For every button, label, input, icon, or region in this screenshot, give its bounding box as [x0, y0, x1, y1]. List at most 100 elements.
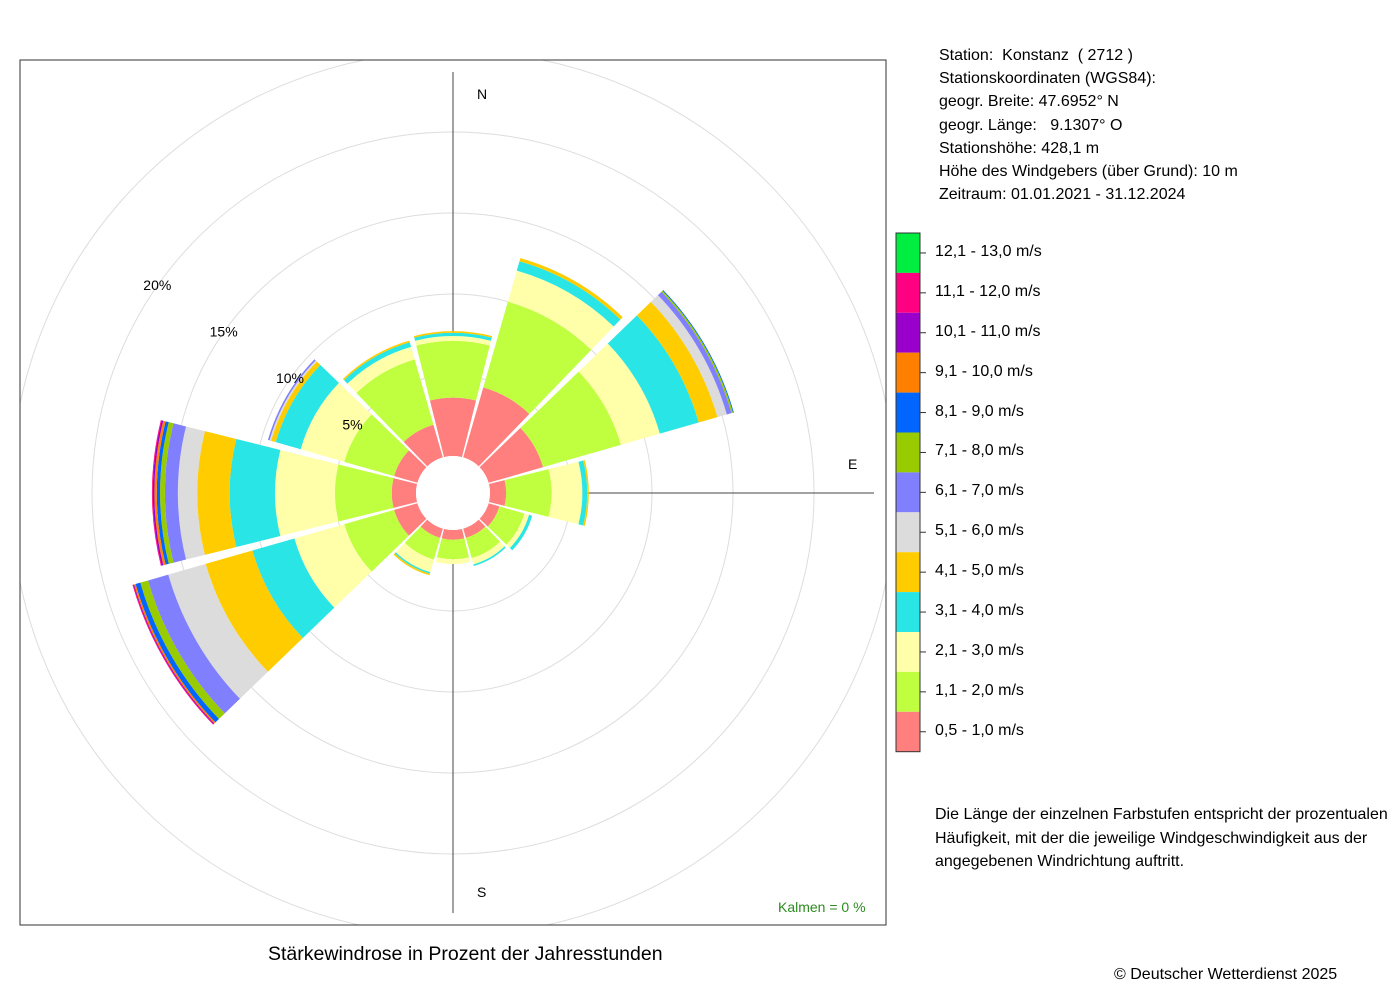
- legend-label-10: 9,1 - 10,0 m/s: [935, 362, 1033, 380]
- legend-label-7: 6,1 - 7,0 m/s: [935, 482, 1024, 500]
- time-period: Zeitraum: 01.01.2021 - 31.12.2024: [939, 186, 1186, 204]
- segment-90-class-4: [578, 460, 588, 526]
- segment-270-class-4: [229, 438, 281, 548]
- segment-240-class-1: [394, 503, 427, 536]
- segment-270-class-3: [275, 449, 339, 537]
- segment-270-class-10: [154, 420, 166, 566]
- sector-90: [488, 460, 589, 526]
- calm-label: Kalmen = 0 %: [778, 899, 866, 915]
- legend-swatch-3: [896, 632, 920, 672]
- segment-60-class-2: [520, 371, 621, 468]
- segment-150-class-1: [463, 519, 486, 538]
- legend-label-3: 2,1 - 3,0 m/s: [935, 641, 1024, 659]
- segment-270-class-2: [334, 464, 394, 522]
- segment-60-class-1: [479, 427, 544, 483]
- segment-210-class-1: [420, 519, 443, 538]
- segment-270-class-5: [197, 431, 237, 555]
- sector-210: [393, 519, 443, 576]
- segment-120-class-3: [506, 513, 530, 548]
- segment-60-class-6: [650, 295, 727, 418]
- segment-60-class-3: [578, 343, 660, 445]
- segment-240-class-2: [344, 509, 409, 572]
- segment-330-class-3: [347, 346, 415, 393]
- ring-labels: 5% 10% 15% 20%: [143, 277, 362, 432]
- segment-30-class-5: [519, 258, 623, 320]
- station-latitude: geogr. Breite: 47.6952° N: [939, 93, 1119, 111]
- segment-0-class-3: [415, 336, 491, 346]
- legend-label-6: 5,1 - 6,0 m/s: [935, 522, 1024, 540]
- segment-0-class-2: [416, 340, 490, 401]
- segment-240-class-9: [135, 582, 219, 723]
- segment-210-class-3: [395, 542, 434, 573]
- station-info: Station: Konstanz ( 2712 ) Stationskoord…: [939, 44, 1238, 206]
- ring-label-1: 5%: [342, 416, 362, 432]
- wind-rose-chart: 5% 10% 15% 20% N E S: [19, 59, 887, 926]
- legend-label-12: 11,1 - 12,0 m/s: [935, 282, 1041, 300]
- sector-60: [479, 290, 734, 483]
- legend-color-bar: [895, 232, 926, 753]
- legend-swatch-2: [896, 671, 920, 712]
- compass-n: N: [477, 86, 487, 102]
- station-name: Station: Konstanz ( 2712 ): [939, 47, 1133, 64]
- sector-30: [463, 258, 623, 467]
- segment-300-class-3: [300, 382, 372, 462]
- segment-120-class-2: [487, 506, 525, 545]
- legend-swatch-4: [896, 592, 920, 632]
- legend-label-9: 8,1 - 9,0 m/s: [935, 402, 1024, 420]
- explanation-note: Die Länge der einzelnen Farbstufen entsp…: [935, 806, 1388, 870]
- segment-0-class-4: [414, 332, 492, 341]
- calm-center: [416, 456, 490, 530]
- segment-240-class-5: [205, 550, 303, 672]
- legend-label-2: 1,1 - 2,0 m/s: [935, 681, 1024, 699]
- segment-210-class-2: [404, 526, 441, 560]
- legend-swatch-12: [896, 272, 920, 313]
- chart-title: Stärkewindrose in Prozent der Jahresstun…: [268, 943, 663, 965]
- segment-270-class-6: [177, 426, 205, 560]
- sector-330: [342, 340, 443, 467]
- segment-30-class-1: [463, 387, 530, 467]
- wind-sectors: [132, 258, 734, 725]
- station-elevation: Stationshöhe: 428,1 m: [939, 139, 1100, 157]
- sector-240: [132, 503, 427, 725]
- segment-270-class-7: [164, 423, 187, 563]
- legend-frame: [895, 232, 921, 753]
- legend-label-8: 7,1 - 8,0 m/s: [935, 442, 1024, 460]
- segment-60-class-4: [607, 315, 699, 434]
- sector-120: [479, 503, 533, 551]
- segment-270-class-9: [156, 421, 169, 565]
- segment-180-class-1: [441, 528, 465, 540]
- sector-300: [267, 359, 427, 483]
- sensor-height: Höhe des Windgebers (über Grund): 10 m: [939, 163, 1238, 181]
- sector-270: [151, 420, 418, 566]
- legend-swatch-11: [896, 312, 920, 353]
- segment-270-class-8: [160, 422, 174, 564]
- segment-30-class-3: [507, 270, 614, 350]
- copyright: © Deutscher Wetterdienst 2025: [1114, 966, 1338, 983]
- segment-30-class-4: [516, 261, 621, 327]
- legend-swatch-6: [896, 512, 920, 553]
- segment-60-class-7: [657, 291, 732, 415]
- segment-180-class-3: [435, 557, 471, 565]
- station-coordinates-label: Stationskoordinaten (WGS84):: [939, 70, 1156, 88]
- segment-150-class-4: [473, 546, 506, 566]
- legend-swatch-9: [896, 392, 920, 433]
- segment-240-class-3: [294, 524, 372, 608]
- segment-330-class-1: [403, 424, 443, 467]
- segment-90-class-3: [548, 461, 583, 525]
- legend-swatch-1: [896, 711, 920, 752]
- ring-label-3: 15%: [210, 323, 238, 339]
- legend-swatch-8: [896, 432, 920, 473]
- segment-120-class-4: [509, 514, 533, 551]
- plot-frame: [19, 59, 887, 926]
- segment-180-class-2: [436, 538, 470, 560]
- segment-300-class-1: [394, 450, 427, 483]
- legend-swatch-7: [896, 472, 920, 513]
- segment-270-class-11: [152, 420, 164, 566]
- segment-90-class-2: [504, 469, 552, 517]
- segment-240-class-6: [168, 563, 268, 699]
- legend-label-13: 12,1 - 13,0 m/s: [935, 242, 1042, 260]
- legend-swatch-10: [896, 352, 920, 393]
- segment-210-class-4: [394, 552, 431, 574]
- legend-label-5: 4,1 - 5,0 m/s: [935, 562, 1024, 580]
- segment-300-class-5: [271, 361, 321, 443]
